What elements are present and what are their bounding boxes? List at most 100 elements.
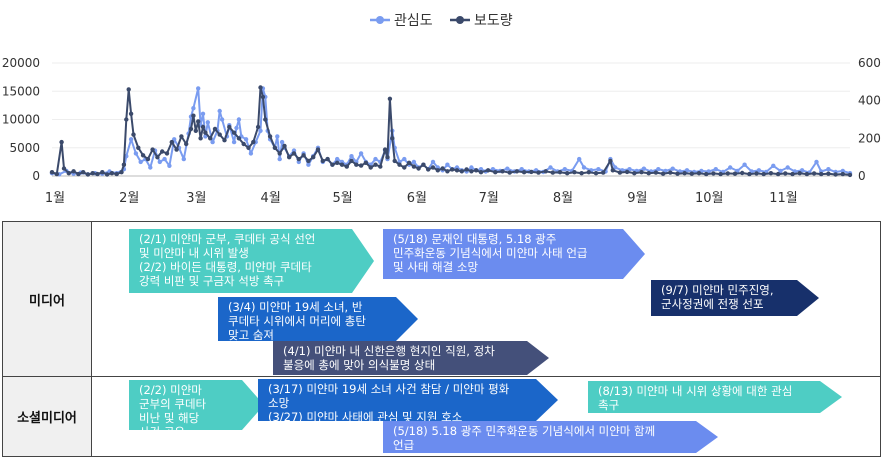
data-point [485, 168, 491, 173]
data-point [191, 113, 196, 118]
data-point [85, 172, 91, 177]
data-point [771, 163, 776, 168]
data-point [761, 171, 766, 177]
x-tick-label: 1월 [45, 191, 65, 206]
data-point [90, 171, 95, 176]
data-point [469, 169, 474, 174]
data-point [136, 145, 141, 150]
data-point [306, 158, 311, 164]
data-point [529, 169, 534, 175]
data-point [200, 124, 206, 130]
data-point [133, 151, 139, 156]
data-point [557, 170, 563, 175]
data-point [536, 170, 541, 175]
data-point [670, 166, 675, 171]
data-point [272, 145, 278, 150]
data-point [128, 111, 134, 117]
y-left-tick-label: 15000 [2, 84, 40, 98]
data-point [826, 167, 831, 172]
data-point [416, 166, 421, 171]
data-point [140, 153, 146, 158]
data-point [675, 171, 680, 176]
data-point [430, 159, 436, 165]
data-point [596, 167, 601, 172]
data-point [167, 163, 172, 168]
data-point [390, 136, 395, 141]
x-axis: 1월 2월 3월 4월 5월 6월 7월 8월 9월 10월 11월 [45, 191, 798, 206]
data-point [790, 171, 795, 177]
data-point [450, 167, 455, 172]
data-point [430, 165, 436, 170]
plot-area [49, 85, 853, 178]
data-point [684, 168, 690, 173]
x-tick-label: 6월 [407, 191, 427, 206]
data-point [157, 159, 162, 165]
data-point [354, 162, 359, 167]
data-point [521, 170, 527, 175]
row-label-media: 미디어 [3, 222, 92, 376]
data-point [459, 169, 464, 174]
data-point [217, 132, 222, 137]
y-right-tick-label: 0 [858, 169, 866, 183]
data-point [358, 151, 364, 156]
y-right-tick-label: 200 [858, 131, 881, 145]
data-point [668, 170, 673, 175]
data-point [267, 134, 273, 139]
data-point [184, 141, 189, 147]
data-point [411, 159, 417, 165]
data-point [227, 124, 232, 130]
data-point [840, 171, 845, 177]
data-point [411, 164, 417, 169]
data-point [373, 156, 378, 162]
data-point [689, 171, 694, 176]
data-point [682, 171, 687, 176]
y-right-tick-label: 400 [858, 94, 881, 108]
data-point [454, 168, 460, 173]
data-point [742, 162, 747, 167]
legend-marker [376, 16, 384, 24]
data-point [402, 165, 407, 170]
timeline-table: 미디어 소셜미디어 (2/1) 미얀마 군부, 쿠데타 공식 선언 및 미얀마 … [2, 221, 881, 457]
data-point [231, 130, 237, 135]
data-point [277, 156, 282, 162]
data-point [222, 138, 227, 143]
data-point [519, 167, 524, 172]
data-point [208, 136, 213, 141]
data-point [768, 171, 774, 176]
data-point [258, 85, 263, 90]
data-point [344, 164, 349, 169]
data-point [718, 171, 723, 177]
data-point [632, 171, 637, 176]
y-left-tick-label: 20000 [2, 56, 40, 70]
data-point [728, 165, 733, 170]
data-point [550, 170, 555, 175]
data-point [775, 171, 781, 177]
x-tick-label: 7월 [479, 191, 499, 206]
data-point [251, 139, 256, 145]
event-arrow: (5/18) 5.18 광주 민주화운동 기념식에서 미얀마 함께 언급 [383, 421, 718, 453]
data-point [785, 165, 790, 170]
data-point [81, 170, 86, 175]
data-point [469, 165, 474, 170]
legend-label: 관심도 [394, 13, 433, 29]
data-point [445, 169, 450, 174]
data-point [164, 151, 170, 156]
data-point [474, 168, 479, 173]
line-chart: 관심도 보도량 0 5000 10000 15000 20000 0 200 400 600 1… [2, 13, 881, 206]
legend-label: 보도량 [474, 13, 513, 29]
data-point [445, 162, 450, 167]
data-point [196, 86, 201, 91]
data-point [435, 168, 440, 173]
data-point [234, 125, 239, 131]
data-point [572, 170, 577, 175]
data-point [203, 130, 208, 135]
data-point [617, 170, 623, 175]
x-tick-label: 11월 [769, 191, 798, 206]
data-point [847, 172, 853, 178]
x-tick-label: 8월 [553, 191, 573, 206]
data-point [493, 170, 498, 175]
data-point [358, 163, 364, 168]
data-point [696, 171, 702, 176]
data-point [71, 169, 76, 174]
data-point [656, 167, 661, 172]
